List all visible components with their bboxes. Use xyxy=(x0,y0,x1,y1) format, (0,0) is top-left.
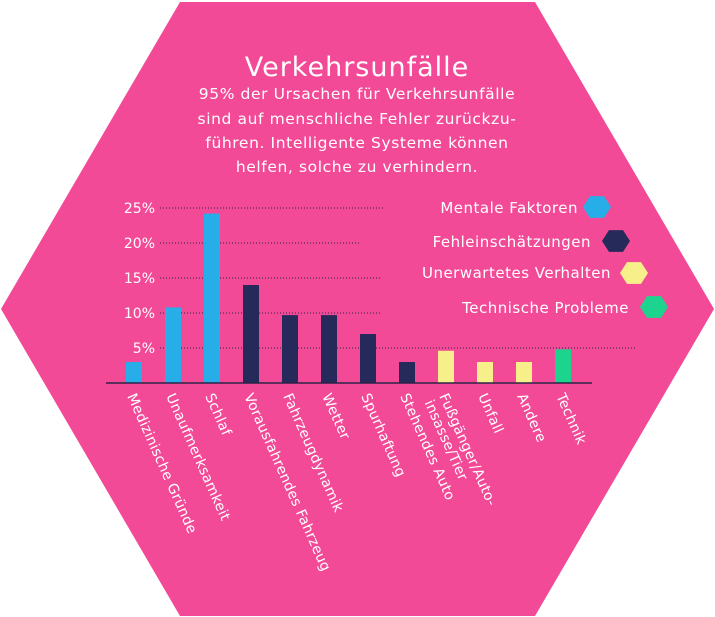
legend-item-fehleinschaetzungen: Fehleinschätzungen xyxy=(433,230,630,252)
y-tick-label-5: 5% xyxy=(133,341,155,357)
y-tick-label-25: 25% xyxy=(124,201,155,217)
bar-0 xyxy=(126,362,142,383)
bar-5 xyxy=(321,315,337,383)
legend-item-unerwartetes-verhalten: Unerwartetes Verhalten xyxy=(422,262,648,284)
bar-7 xyxy=(399,362,415,383)
subtitle-line-2: sind auf menschliche Fehler zurückzu- xyxy=(198,110,517,128)
subtitle-line-4: helfen, solche zu verhindern. xyxy=(236,158,478,176)
legend-label-2: Unerwartetes Verhalten xyxy=(422,264,611,282)
bar-1 xyxy=(165,307,181,383)
y-axis-ticks: 5% 10% 15% 20% 25% xyxy=(124,201,155,357)
bar-6 xyxy=(360,334,376,383)
legend-item-mentale-faktoren: Mentale Faktoren xyxy=(440,196,611,218)
legend-label-0: Mentale Faktoren xyxy=(440,199,578,217)
bar-2 xyxy=(204,213,220,383)
legend-swatch-1 xyxy=(602,230,630,252)
subtitle-line-3: führen. Intelligente Systeme können xyxy=(205,134,508,152)
bar-9 xyxy=(477,362,493,383)
legend: Mentale Faktoren Fehleinschätzungen Uner… xyxy=(422,196,668,318)
y-tick-label-15: 15% xyxy=(124,271,155,287)
legend-swatch-2 xyxy=(620,262,648,284)
legend-label-1: Fehleinschätzungen xyxy=(433,233,591,251)
chart-title: Verkehrsunfälle xyxy=(245,52,470,83)
legend-swatch-0 xyxy=(583,196,611,218)
legend-swatch-3 xyxy=(640,296,668,318)
bar-10 xyxy=(516,362,532,383)
y-tick-label-20: 20% xyxy=(124,236,155,252)
bar-3 xyxy=(243,285,259,383)
subtitle-line-1: 95% der Ursachen für Verkehrsunfälle xyxy=(199,85,515,103)
bar-8 xyxy=(438,350,454,383)
bars xyxy=(126,213,571,383)
bar-11 xyxy=(555,349,571,383)
bar-4 xyxy=(282,315,298,383)
legend-label-3: Technische Probleme xyxy=(461,299,629,317)
legend-item-technische-probleme: Technische Probleme xyxy=(461,296,668,318)
gridlines xyxy=(160,207,635,349)
y-tick-label-10: 10% xyxy=(124,306,155,322)
